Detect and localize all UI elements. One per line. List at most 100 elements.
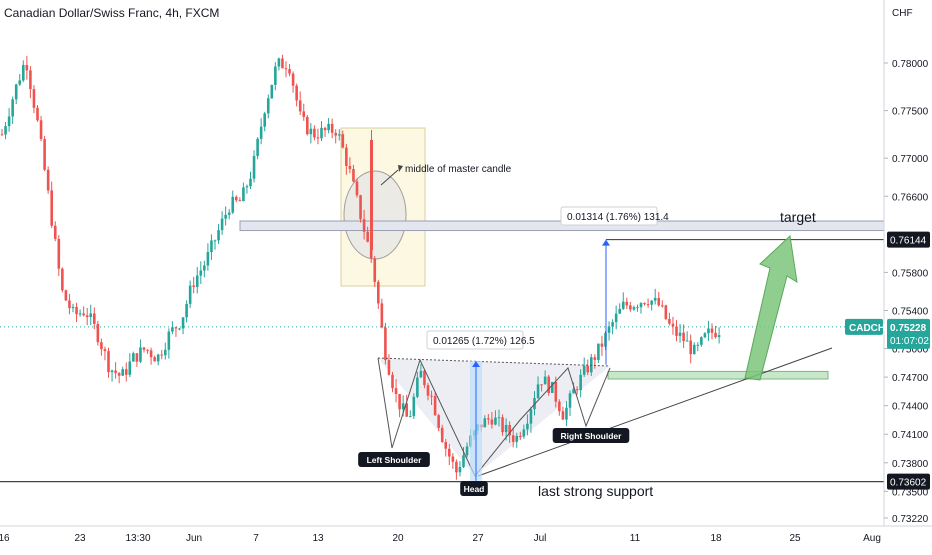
candle-body bbox=[291, 73, 295, 86]
y-tick-label: 0.77000 bbox=[892, 154, 929, 165]
candle-body bbox=[632, 307, 636, 310]
candle-body bbox=[377, 281, 380, 304]
candle-body bbox=[117, 373, 121, 376]
price-tag-bg bbox=[887, 231, 930, 248]
x-tick-label: 27 bbox=[472, 533, 484, 544]
candle-body bbox=[462, 455, 465, 467]
candle-body bbox=[572, 389, 575, 394]
candle-body bbox=[444, 441, 448, 449]
y-tick-label: 0.73500 bbox=[892, 487, 929, 498]
candle-body bbox=[575, 389, 579, 391]
candle-body bbox=[217, 230, 220, 241]
candle-body bbox=[57, 238, 61, 269]
candle-body bbox=[227, 212, 231, 215]
candle-body bbox=[487, 418, 490, 420]
candle-body bbox=[46, 169, 50, 191]
candle-body bbox=[586, 365, 590, 373]
candle-body bbox=[156, 354, 160, 362]
head-badge: Head bbox=[464, 484, 485, 494]
candle-body bbox=[22, 64, 25, 81]
candle-body bbox=[53, 225, 57, 239]
candle-body bbox=[36, 107, 39, 121]
candle-body bbox=[259, 126, 263, 139]
neckline bbox=[377, 357, 611, 367]
candle-body bbox=[348, 166, 352, 170]
candle-body bbox=[515, 435, 519, 442]
y-tick-label: 0.75000 bbox=[892, 345, 929, 356]
candle-body bbox=[135, 353, 139, 362]
candle-body bbox=[249, 178, 252, 187]
candle-body bbox=[330, 123, 334, 133]
price-axis-bg bbox=[884, 0, 932, 550]
y-tick-label: 0.76600 bbox=[892, 192, 929, 203]
target-arrow bbox=[744, 234, 798, 381]
candle-body bbox=[579, 374, 582, 391]
candle-body bbox=[7, 116, 11, 127]
candle-body bbox=[707, 328, 710, 334]
candle-body bbox=[597, 343, 600, 360]
candle-body bbox=[692, 344, 696, 355]
candle-body bbox=[508, 424, 511, 436]
y-tick-label: 0.78000 bbox=[892, 59, 929, 70]
candle-body bbox=[327, 123, 330, 131]
candle-body bbox=[689, 340, 692, 355]
candle-body bbox=[93, 313, 96, 324]
candle-body bbox=[4, 126, 7, 135]
candle-body bbox=[139, 347, 142, 362]
currency-label: CHF bbox=[892, 8, 913, 19]
measure-left-label: 0.01265 (1.72%) 126.5 bbox=[433, 336, 535, 347]
candle-body bbox=[465, 446, 469, 456]
y-tick-label: 0.77500 bbox=[892, 107, 929, 118]
candle-body bbox=[89, 313, 93, 318]
candle-body bbox=[440, 427, 444, 442]
candle-body bbox=[277, 58, 281, 67]
candle-body bbox=[359, 195, 362, 220]
candle-body bbox=[451, 456, 455, 462]
candle-body bbox=[146, 349, 149, 351]
candle-body bbox=[114, 370, 117, 374]
candle-body bbox=[600, 343, 604, 347]
candle-body bbox=[373, 258, 377, 282]
candle-body bbox=[345, 147, 348, 167]
candle-body bbox=[313, 128, 316, 138]
candle-body bbox=[657, 297, 661, 306]
candle-body bbox=[590, 357, 593, 373]
candle-body bbox=[235, 196, 238, 201]
current-symbol-bg bbox=[845, 318, 883, 335]
price-tag-label: 0.76144 bbox=[890, 236, 927, 247]
candle-body bbox=[171, 327, 174, 332]
candle-body bbox=[128, 361, 132, 375]
candle-body bbox=[614, 313, 618, 323]
candle-body bbox=[39, 120, 43, 140]
candle-body bbox=[561, 411, 565, 420]
candle-body bbox=[412, 396, 416, 417]
candle-body bbox=[430, 395, 433, 397]
candle-body bbox=[554, 382, 558, 402]
candle-body bbox=[511, 435, 515, 442]
candle-body bbox=[387, 360, 391, 375]
candle-body bbox=[625, 301, 629, 306]
candle-body bbox=[0, 134, 4, 136]
measure-left-label-bg bbox=[426, 330, 524, 350]
right-shoulder-badge: Right Shoulder bbox=[561, 431, 623, 441]
x-tick-label: Aug bbox=[863, 533, 881, 544]
candle-body bbox=[355, 181, 359, 196]
target-label: target bbox=[780, 209, 816, 225]
master-candle-label: middle of master candle bbox=[405, 164, 512, 175]
candle-body bbox=[636, 307, 639, 309]
candle-body bbox=[593, 357, 597, 360]
candle-body bbox=[661, 305, 664, 307]
candle-body bbox=[192, 285, 195, 287]
y-tick-label: 0.74700 bbox=[892, 373, 929, 384]
master-candle-pointer-head bbox=[398, 165, 403, 172]
candle-body bbox=[717, 335, 721, 338]
candle-body bbox=[714, 332, 717, 338]
candle-body bbox=[295, 85, 298, 101]
candle-body bbox=[164, 349, 167, 356]
candle-body bbox=[618, 308, 621, 314]
candle-body bbox=[558, 401, 561, 412]
x-tick-label: 18 bbox=[710, 533, 722, 544]
left-shoulder-badge-bg bbox=[358, 452, 430, 467]
